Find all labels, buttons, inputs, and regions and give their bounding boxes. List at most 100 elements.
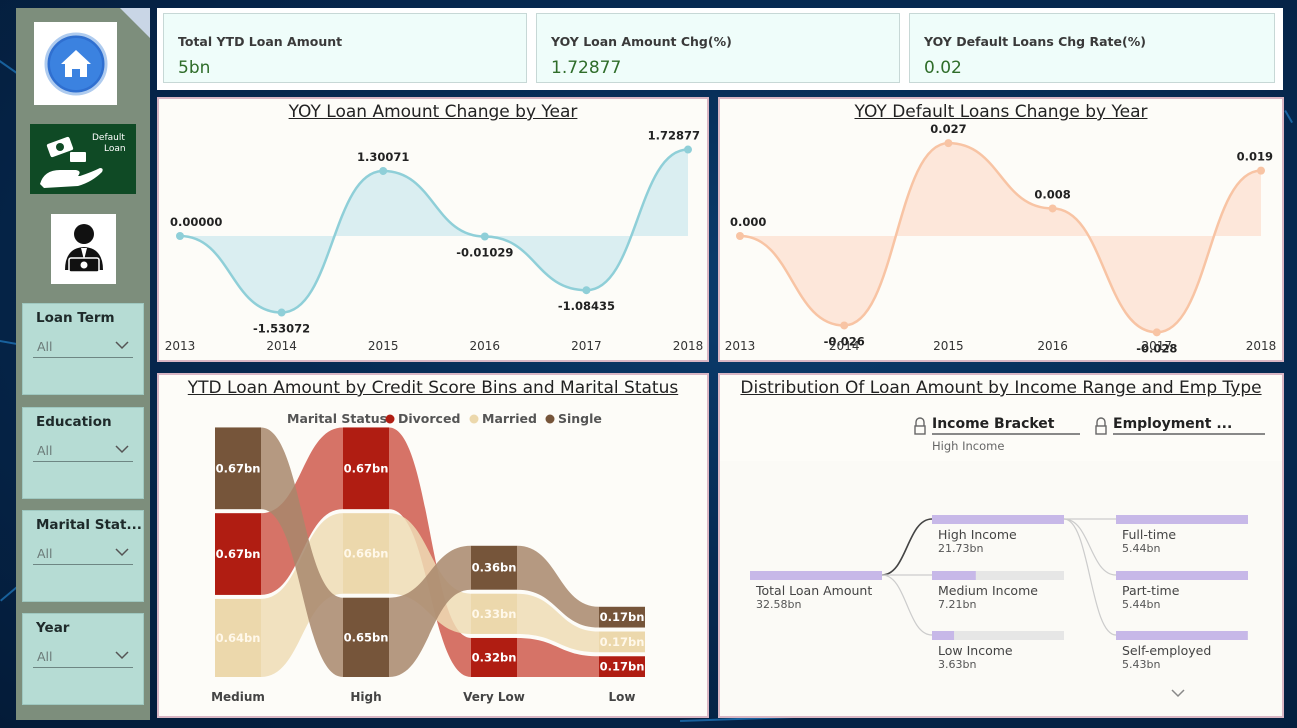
segment-label: 0.17bn bbox=[600, 660, 645, 674]
node-bar bbox=[1116, 631, 1248, 640]
sidebar-corner bbox=[120, 8, 150, 38]
data-label: 0.008 bbox=[1034, 187, 1070, 201]
yoy-loan-amount-chart: 0.00000 2013 -1.53072 2014 1.30071 2015 -0.010… bbox=[165, 129, 704, 353]
node-track bbox=[932, 571, 1064, 580]
tree-canvas bbox=[720, 461, 1282, 716]
data-label: 1.72877 bbox=[648, 129, 700, 143]
segment-label: 0.67bn bbox=[216, 547, 261, 561]
kpi-card[interactable]: Total YTD Loan Amount 5bn bbox=[163, 13, 527, 83]
kpi-card[interactable]: YOY Default Loans Chg Rate(%) 0.02 bbox=[909, 13, 1275, 83]
segment-label: 0.32bn bbox=[472, 650, 517, 664]
node-label: High Income bbox=[938, 527, 1017, 542]
x-tick-label: 2015 bbox=[933, 339, 964, 353]
node-value: 5.44bn bbox=[1122, 542, 1160, 555]
slicer-value: All bbox=[37, 649, 53, 664]
slicer-dropdown[interactable]: All bbox=[33, 644, 133, 668]
lock-icon bbox=[914, 425, 926, 435]
kpi-value: 1.72877 bbox=[551, 58, 622, 78]
segment-label: 0.64bn bbox=[216, 631, 261, 645]
ribbon-segment bbox=[599, 631, 645, 653]
tree-connector bbox=[1063, 518, 1117, 576]
segment-label: 0.36bn bbox=[472, 561, 517, 575]
node-label: Part-time bbox=[1122, 583, 1180, 598]
legend-label: Divorced bbox=[398, 411, 460, 426]
segment-label: 0.33bn bbox=[472, 607, 517, 621]
slicer-value: All bbox=[37, 339, 53, 354]
ribbon-segment bbox=[343, 513, 389, 594]
yoy-default-loans-panel[interactable]: YOY Default Loans Change by Year 0.000 20… bbox=[718, 97, 1284, 362]
data-point bbox=[582, 286, 591, 295]
segment-label: 0.67bn bbox=[216, 461, 261, 475]
area-fill bbox=[180, 149, 688, 313]
data-label: 1.30071 bbox=[357, 150, 409, 164]
slicer-title: Marital Stat... bbox=[36, 517, 142, 533]
income-decomposition-panel[interactable]: Distribution Of Loan Amount by Income Ra… bbox=[718, 373, 1284, 718]
ribbon-segment bbox=[599, 656, 645, 677]
loan-hand-icon: Default Loan bbox=[40, 133, 126, 188]
credit-score-ribbon-panel[interactable]: YTD Loan Amount by Credit Score Bins and… bbox=[157, 373, 709, 718]
x-category-label: Low bbox=[609, 690, 636, 704]
lock-icon bbox=[1095, 425, 1107, 435]
node-track bbox=[932, 631, 1064, 640]
x-tick-label: 2018 bbox=[1246, 339, 1277, 353]
x-tick-label: 2016 bbox=[1037, 339, 1068, 353]
yoy-loan-amount-panel[interactable]: YOY Loan Amount Change by Year 0.00000 20… bbox=[157, 97, 709, 362]
ribbon-segment bbox=[471, 545, 517, 590]
slicer-dropdown[interactable]: All bbox=[33, 334, 133, 358]
x-category-label: Medium bbox=[211, 690, 265, 704]
legend-label: Single bbox=[558, 411, 602, 426]
slicer-value: All bbox=[37, 443, 53, 458]
node-label: Total Loan Amount bbox=[755, 583, 872, 598]
x-tick-label: 2016 bbox=[470, 339, 501, 353]
chevron-down-icon bbox=[115, 341, 129, 350]
kpi-label: Total YTD Loan Amount bbox=[178, 34, 343, 49]
chart-legend: Marital Status Divorced Married Single bbox=[287, 411, 602, 426]
node-value: 21.73bn bbox=[938, 542, 983, 555]
node-bar bbox=[1116, 515, 1248, 524]
node-bar bbox=[1116, 571, 1248, 580]
kpi-card[interactable]: YOY Loan Amount Chg(%) 1.72877 bbox=[536, 13, 900, 83]
lock-icon bbox=[915, 417, 925, 426]
slicer-year[interactable]: Year All bbox=[22, 613, 144, 705]
data-point bbox=[480, 232, 489, 241]
node-value: 3.63bn bbox=[938, 658, 976, 671]
credit-score-ribbon-chart: Marital Status Divorced Married Single 0.67b… bbox=[211, 411, 645, 704]
ribbon-segment bbox=[343, 427, 389, 510]
home-button[interactable] bbox=[34, 22, 117, 105]
segment-label: 0.17bn bbox=[600, 610, 645, 624]
slicer-loan-term[interactable]: Loan Term All bbox=[22, 303, 144, 395]
tree-level-header: Income Bracket High Income bbox=[914, 416, 1080, 453]
x-tick-label: 2018 bbox=[673, 339, 704, 353]
slicer-marital-status[interactable]: Marital Stat... All bbox=[22, 510, 144, 602]
segment-label: 0.17bn bbox=[600, 635, 645, 649]
segment-label: 0.65bn bbox=[344, 630, 389, 644]
slicer-title: Year bbox=[36, 620, 70, 636]
slicer-value: All bbox=[37, 546, 53, 561]
slicer-title: Loan Term bbox=[36, 310, 115, 326]
data-point bbox=[840, 321, 849, 330]
node-bar bbox=[750, 571, 882, 580]
x-tick-label: 2017 bbox=[1142, 339, 1173, 353]
data-label: -0.026 bbox=[824, 334, 865, 348]
default-loan-button[interactable]: Default Loan bbox=[30, 124, 136, 194]
slicer-dropdown[interactable]: All bbox=[33, 541, 133, 565]
borrower-button[interactable] bbox=[51, 214, 116, 284]
series-line bbox=[179, 148, 689, 314]
node-value: 32.58bn bbox=[756, 598, 801, 611]
area-fill bbox=[740, 143, 1261, 333]
slicer-education[interactable]: Education All bbox=[22, 407, 144, 499]
node-bar bbox=[932, 631, 955, 640]
data-label: 0.000 bbox=[730, 215, 766, 229]
slicer-dropdown[interactable]: All bbox=[33, 438, 133, 462]
kpi-label: YOY Default Loans Chg Rate(%) bbox=[924, 34, 1146, 49]
data-label: -0.028 bbox=[1136, 341, 1177, 355]
level-name: Employment ... bbox=[1113, 416, 1232, 432]
ribbon-segment bbox=[343, 597, 389, 677]
ribbon-segment bbox=[215, 427, 261, 510]
node-label: Medium Income bbox=[938, 583, 1038, 598]
